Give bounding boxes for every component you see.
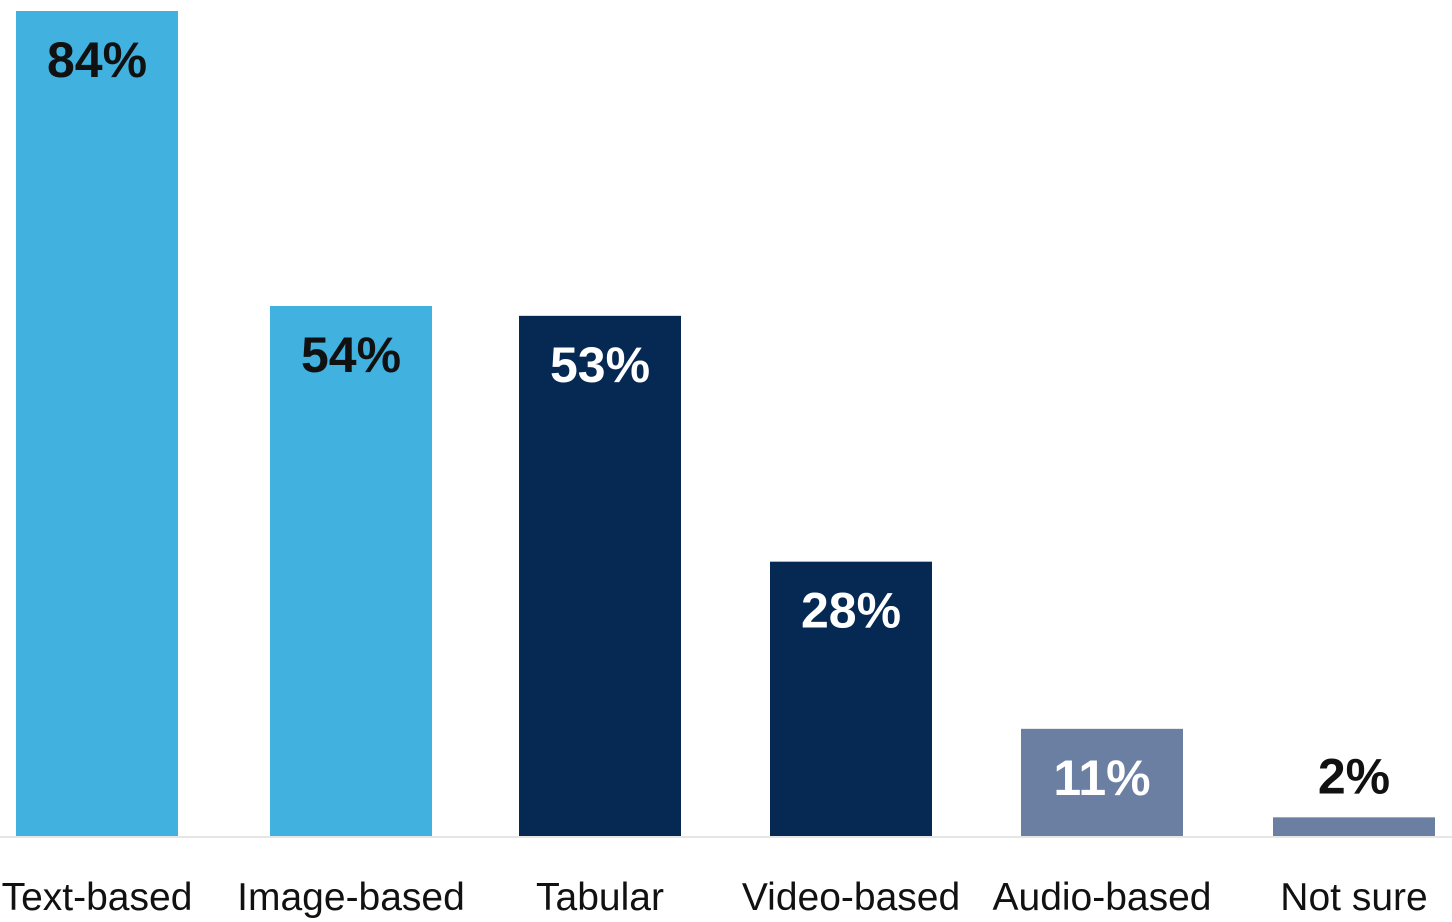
- bar-image-based: [270, 306, 432, 837]
- category-label: Audio-based: [993, 876, 1212, 919]
- bar-not-sure: [1273, 817, 1435, 837]
- bars-group: [16, 11, 1435, 837]
- bar-text-based: [16, 11, 178, 837]
- value-label: 28%: [801, 583, 901, 639]
- category-labels-group: Text-based Image-based Tabular Video-based A…: [2, 876, 1428, 919]
- category-label: Tabular: [536, 876, 664, 919]
- value-labels-group: 84% 54% 53% 28% 11% 2%: [47, 32, 1390, 806]
- category-label: Not sure: [1280, 876, 1427, 919]
- category-label: Text-based: [2, 876, 193, 919]
- value-label: 53%: [550, 337, 650, 393]
- category-label: Image-based: [237, 876, 465, 919]
- value-label: 54%: [301, 327, 401, 383]
- value-label: 2%: [1318, 748, 1390, 804]
- value-label: 84%: [47, 32, 147, 88]
- category-label: Video-based: [742, 876, 960, 919]
- value-label: 11%: [1053, 750, 1150, 806]
- bar-audio-based: [1021, 728, 1183, 837]
- bar-video-based: [770, 561, 932, 837]
- bar-tabular: [519, 315, 681, 837]
